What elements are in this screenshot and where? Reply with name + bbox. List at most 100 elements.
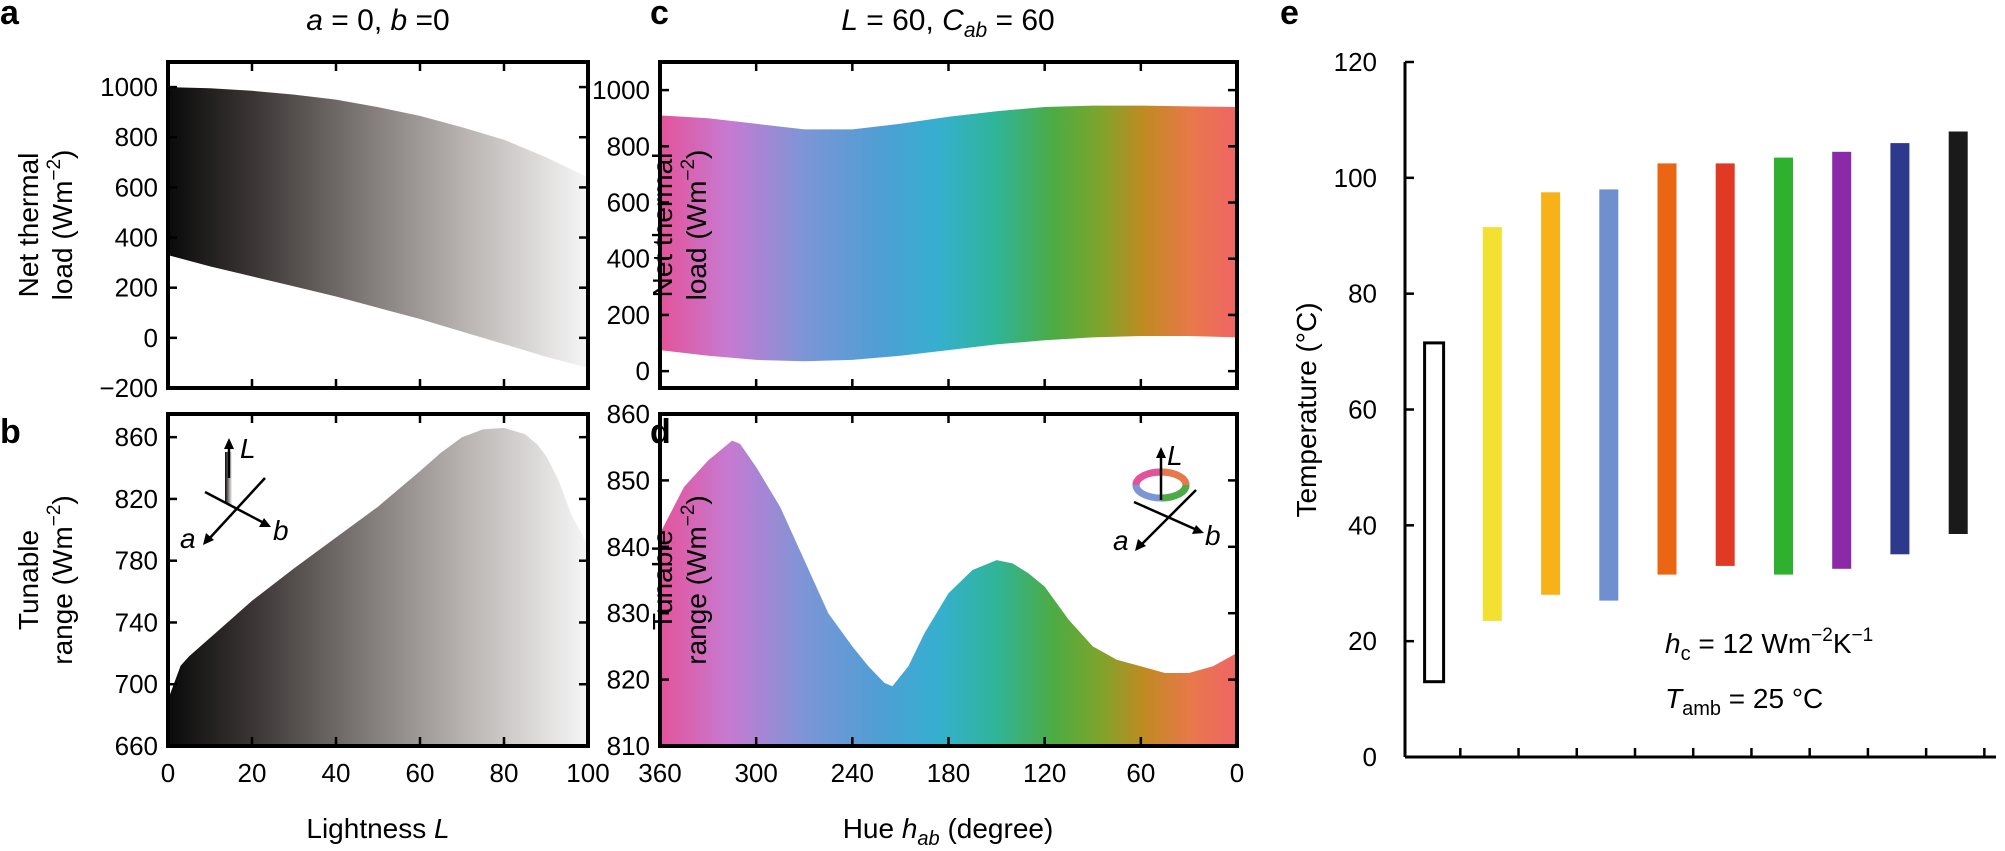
panel-e-range-bar (1715, 163, 1735, 566)
inset-d-b-arrowhead (1192, 525, 1204, 534)
panel-e-ytick-label: 100 (1334, 163, 1377, 193)
panel-c-title: L = 60, Cab = 60 (841, 4, 1055, 42)
panel-c-area (660, 105, 1237, 362)
panel-a-title: a = 0, b =0 (306, 4, 449, 37)
panel-e-annotation-hc: hc = 12 Wm−2K−1 (1665, 625, 1873, 665)
panel-a-ytick-label: 0 (144, 323, 158, 353)
panel-d-ytick-label: 810 (607, 731, 650, 761)
panel-b-area (168, 427, 588, 746)
panel-b-ytick-label: 780 (115, 546, 158, 576)
panel-b-xtick-label: 80 (490, 758, 519, 788)
panel-c-ytick-label: 0 (636, 356, 650, 386)
panel-b-ytick-label: 700 (115, 669, 158, 699)
panel-c-ytick-label: 200 (607, 300, 650, 330)
panel-e-ytick-label: 40 (1348, 510, 1377, 540)
inset-d-a-label: a (1113, 525, 1129, 556)
panel-e-range-bar (1890, 143, 1910, 555)
panel-e-ytick-label: 120 (1334, 47, 1377, 77)
svg-text:range (Wm−2): range (Wm−2) (44, 495, 78, 664)
inset-d-ring-2 (1132, 468, 1162, 486)
inset-d-b-arrow (1133, 500, 1198, 532)
panel-c-ylabel: Net thermal load (Wm−2) (647, 150, 712, 301)
panel-b-ticks: 660 700 740 780 820 860 0 20 40 60 80 100 (115, 62, 610, 788)
panel-c-ytick-label: 600 (607, 188, 650, 218)
panel-a-area (168, 87, 588, 368)
panel-b-xtick-label: 40 (322, 758, 351, 788)
panel-d-ytick-label: 850 (607, 465, 650, 495)
panel-b-xlabel: Lightness L (306, 813, 449, 844)
panel-b-frame (166, 412, 590, 748)
panel-a-ticks: −200 0 200 400 600 800 1000 (99, 72, 588, 403)
panel-d-ytick-label: 860 (607, 399, 650, 429)
panel-b-inset-axes: L a b (180, 433, 289, 554)
panel-b-xtick-label: 100 (566, 758, 609, 788)
inset-b-l-label: L (240, 433, 256, 464)
panel-c-ytick-label: 400 (607, 244, 650, 274)
panel-d-ytick-label: 840 (607, 532, 650, 562)
inset-d-ring-4 (1160, 484, 1190, 502)
panel-b-xtick-label: 0 (161, 758, 175, 788)
inset-d-a-arrowhead (1135, 539, 1146, 551)
panel-e-range-bar (1657, 163, 1677, 575)
inset-b-a-arrowhead (203, 533, 214, 545)
inset-b-b-label: b (273, 515, 289, 546)
panel-d-xtick-label: 120 (1023, 758, 1066, 788)
panel-b-ylabel: Tunable range (Wm−2) (13, 495, 78, 664)
panel-a-ytick-label: 1000 (100, 72, 158, 102)
svg-text:Tunable: Tunable (647, 530, 678, 630)
panel-e-ytick-label: 80 (1348, 279, 1377, 309)
panel-d-ytick-label: 830 (607, 598, 650, 628)
svg-text:load (Wm−2): load (Wm−2) (44, 150, 78, 301)
panel-b-xtick-label: 20 (238, 758, 267, 788)
inset-d-l-arrowhead (1156, 447, 1166, 458)
panel-b-ytick-label: 860 (115, 422, 158, 452)
panel-b-ytick-label: 820 (115, 484, 158, 514)
panel-e-range-bar (1774, 157, 1793, 575)
panel-label-c: c (650, 0, 669, 32)
panel-d-xtick-label: 60 (1126, 758, 1155, 788)
panel-a-ytick-label: 200 (115, 273, 158, 303)
panel-e-ytick-label: 60 (1348, 395, 1377, 425)
panel-a-ytick-label: −200 (99, 373, 158, 403)
panel-label-e: e (1280, 0, 1299, 32)
inset-b-a-label: a (180, 523, 196, 554)
panel-d-inset-axes: L a b (1113, 440, 1221, 556)
panel-e-annotation-tamb: Tamb = 25 °C (1665, 683, 1823, 720)
inset-b-b-arrow (204, 490, 265, 525)
inset-d-ring-3 (1160, 468, 1190, 486)
svg-text:load (Wm−2): load (Wm−2) (678, 150, 712, 301)
panel-e-ytick-label: 0 (1363, 742, 1377, 772)
panel-e-range-bar (1832, 151, 1852, 569)
panel-b-ytick-label: 740 (115, 607, 158, 637)
svg-text:range (Wm−2): range (Wm−2) (678, 495, 712, 664)
inset-d-l-label: L (1167, 440, 1183, 471)
panel-e-range-bar (1599, 189, 1619, 601)
inset-d-b-label: b (1205, 520, 1221, 551)
panel-a-frame (166, 60, 590, 390)
inset-b-b-arrowhead (259, 518, 271, 527)
panel-e-range-bar (1541, 192, 1561, 595)
panel-e-axes (1403, 62, 1996, 759)
panel-a-ytick-label: 400 (115, 223, 158, 253)
inset-b-l-arrowhead (224, 438, 234, 449)
svg-text:Net thermal: Net thermal (13, 153, 44, 298)
panel-b-xtick-label: 60 (406, 758, 435, 788)
panel-a-ytick-label: 600 (115, 172, 158, 202)
panel-e-bars (1423, 131, 1968, 684)
panel-label-b: b (0, 413, 21, 451)
panel-d-xtick-label: 300 (734, 758, 777, 788)
panel-c-ytick-label: 800 (607, 131, 650, 161)
panel-e-range-bar (1948, 131, 1968, 534)
panel-d-xlabel: Hue hab (degree) (843, 813, 1054, 850)
panel-a-ytick-label: 800 (115, 122, 158, 152)
panel-d-xtick-label: 0 (1230, 758, 1244, 788)
panel-label-a: a (0, 0, 20, 32)
panel-d-xtick-label: 180 (927, 758, 970, 788)
panel-b-ytick-label: 660 (115, 731, 158, 761)
panel-e-ylabel: Temperature (°C) (1291, 302, 1322, 517)
panel-e-ytick-label: 20 (1348, 626, 1377, 656)
panel-d-xtick-label: 360 (638, 758, 681, 788)
panel-d-ylabel: Tunable range (Wm−2) (647, 495, 712, 664)
